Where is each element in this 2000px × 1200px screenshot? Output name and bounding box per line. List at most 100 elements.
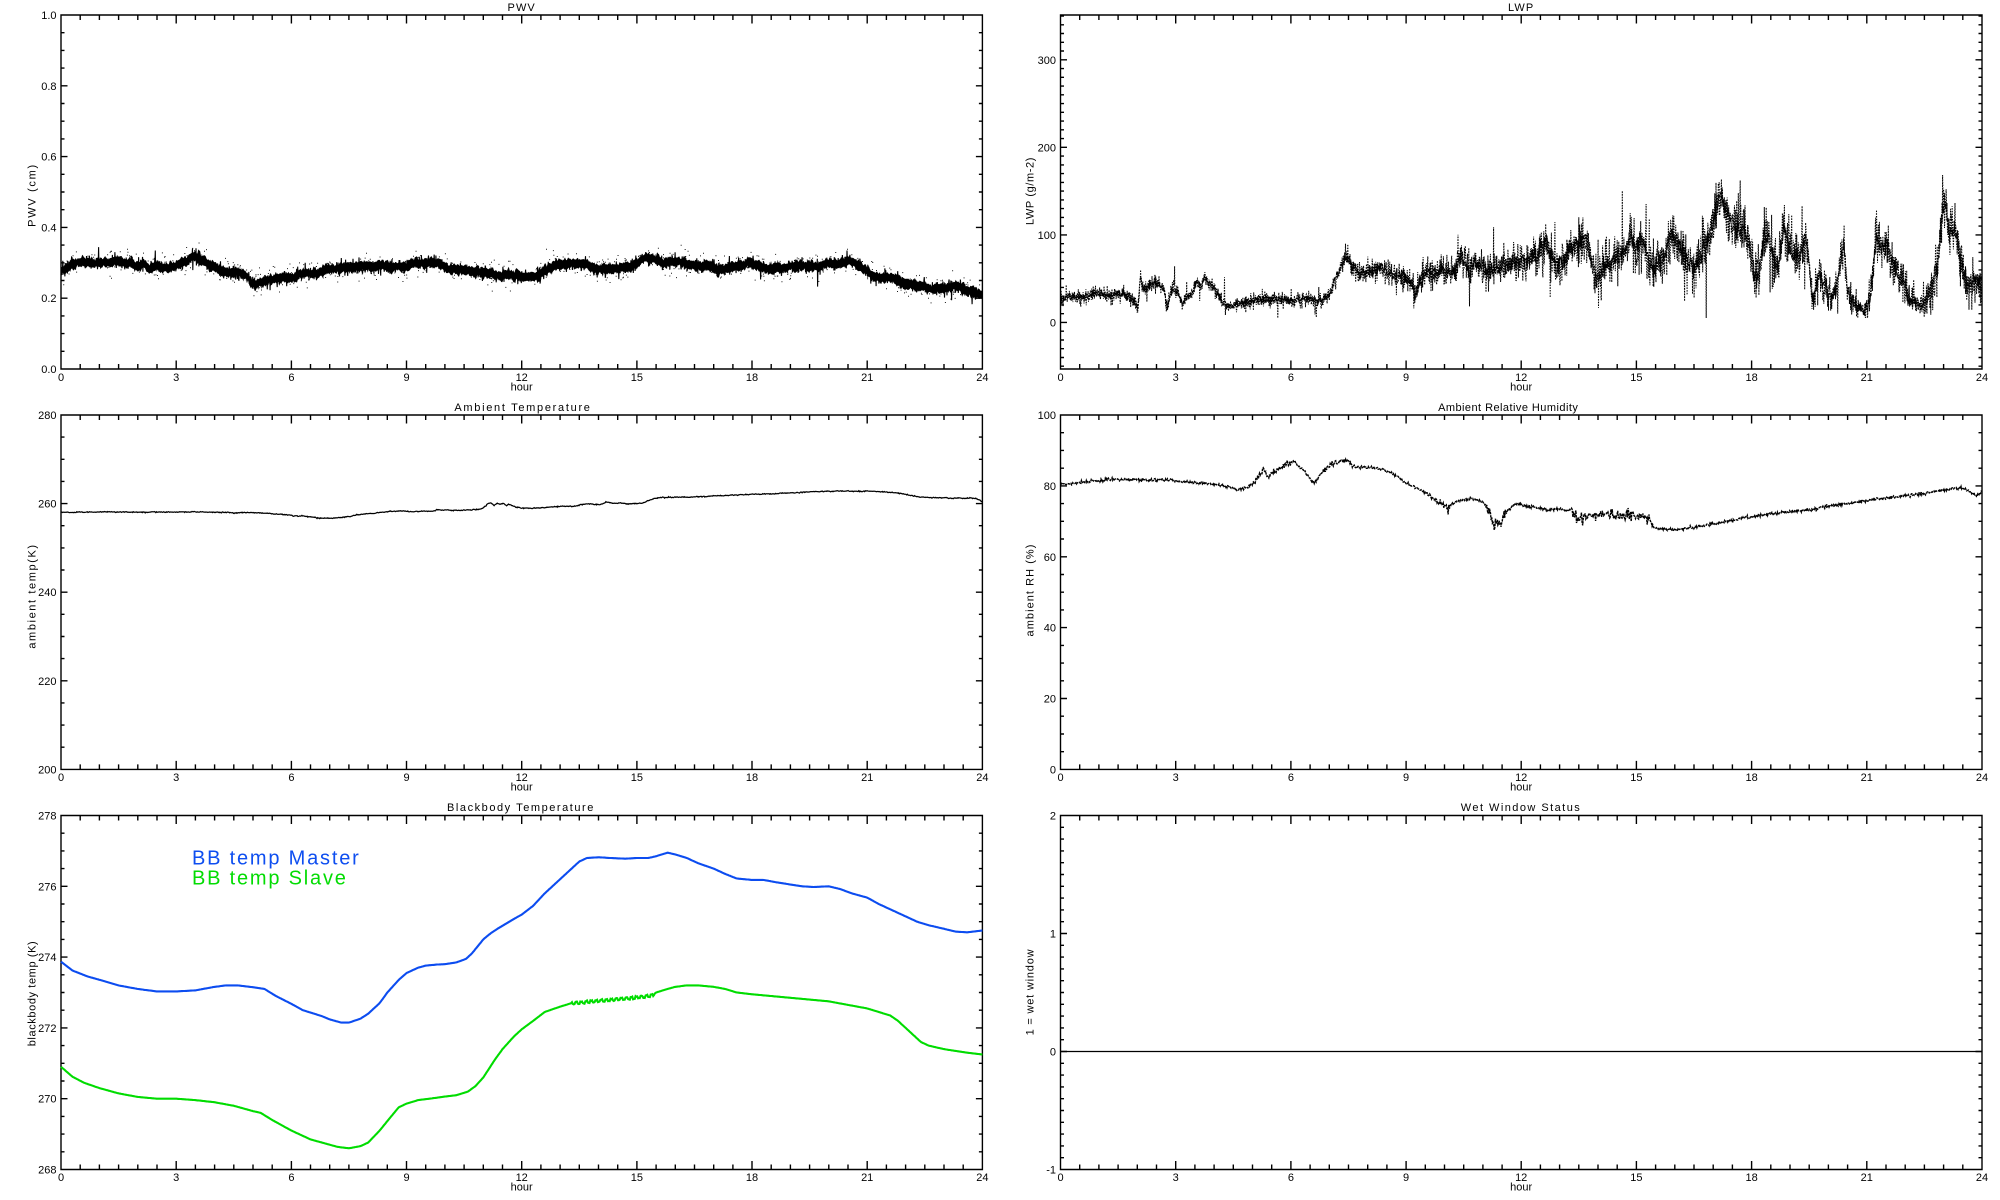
svg-text:300: 300 [1038, 55, 1056, 67]
svg-text:0: 0 [1057, 772, 1063, 784]
svg-text:21: 21 [1861, 1172, 1873, 1184]
svg-text:0: 0 [1057, 372, 1063, 384]
svg-text:Wet Window Status: Wet Window Status [1461, 802, 1581, 814]
svg-text:12: 12 [1515, 772, 1527, 784]
svg-text:0.2: 0.2 [41, 293, 56, 305]
svg-text:21: 21 [861, 1172, 873, 1184]
svg-text:24: 24 [976, 772, 988, 784]
svg-text:15: 15 [631, 372, 643, 384]
svg-text:18: 18 [746, 1172, 758, 1184]
svg-text:272: 272 [38, 1023, 56, 1035]
svg-text:9: 9 [403, 1172, 409, 1184]
svg-text:0: 0 [58, 1172, 64, 1184]
svg-text:1: 1 [1050, 929, 1056, 941]
svg-text:3: 3 [173, 772, 179, 784]
svg-text:24: 24 [976, 372, 988, 384]
svg-text:9: 9 [403, 372, 409, 384]
svg-text:6: 6 [288, 372, 294, 384]
svg-text:6: 6 [288, 772, 294, 784]
svg-text:60: 60 [1044, 552, 1056, 564]
svg-text:260: 260 [38, 499, 56, 511]
svg-text:240: 240 [38, 587, 56, 599]
svg-text:hour: hour [511, 1182, 533, 1194]
svg-text:15: 15 [631, 1172, 643, 1184]
svg-text:hour: hour [511, 782, 533, 794]
svg-text:278: 278 [38, 811, 56, 823]
svg-text:0: 0 [1050, 317, 1056, 329]
svg-text:100: 100 [1038, 410, 1056, 422]
svg-text:270: 270 [38, 1094, 56, 1106]
svg-text:ambient temp(K): ambient temp(K) [27, 543, 39, 648]
svg-text:3: 3 [173, 1172, 179, 1184]
svg-text:12: 12 [516, 1172, 528, 1184]
svg-text:220: 220 [38, 676, 56, 688]
svg-text:LWP (g/m-2): LWP (g/m-2) [1025, 157, 1037, 225]
svg-text:3: 3 [1173, 1172, 1179, 1184]
svg-text:0: 0 [1050, 764, 1056, 776]
svg-text:-1: -1 [1046, 1165, 1056, 1177]
svg-text:hour: hour [1510, 782, 1532, 794]
svg-text:PWV: PWV [508, 2, 536, 14]
svg-text:blackbody temp (K): blackbody temp (K) [27, 941, 39, 1047]
svg-text:280: 280 [38, 410, 56, 422]
svg-text:hour: hour [1510, 382, 1532, 394]
svg-text:100: 100 [1038, 230, 1056, 242]
svg-text:200: 200 [38, 764, 56, 776]
svg-text:24: 24 [976, 1172, 988, 1184]
svg-text:18: 18 [746, 372, 758, 384]
svg-text:9: 9 [1403, 372, 1409, 384]
svg-text:80: 80 [1044, 481, 1056, 493]
svg-text:0: 0 [1057, 1172, 1063, 1184]
svg-text:3: 3 [1173, 772, 1179, 784]
svg-text:Blackbody Temperature: Blackbody Temperature [447, 802, 595, 814]
svg-text:1.0: 1.0 [41, 10, 56, 22]
svg-text:0.4: 0.4 [41, 222, 56, 234]
svg-text:21: 21 [1861, 372, 1873, 384]
svg-text:9: 9 [1403, 772, 1409, 784]
svg-text:ambient RH (%): ambient RH (%) [1025, 544, 1037, 637]
svg-text:2: 2 [1050, 811, 1056, 823]
svg-text:40: 40 [1044, 623, 1056, 635]
svg-text:12: 12 [516, 772, 528, 784]
svg-text:BB temp Slave: BB temp Slave [192, 868, 348, 890]
svg-text:6: 6 [1288, 1172, 1294, 1184]
svg-text:268: 268 [38, 1165, 56, 1177]
svg-text:hour: hour [1510, 1182, 1532, 1194]
svg-text:PWV (cm): PWV (cm) [27, 163, 39, 227]
svg-text:Ambient Relative Humidity: Ambient Relative Humidity [1438, 402, 1578, 414]
svg-text:9: 9 [403, 772, 409, 784]
svg-text:0.8: 0.8 [41, 81, 56, 93]
svg-text:12: 12 [1515, 372, 1527, 384]
svg-text:276: 276 [38, 881, 56, 893]
svg-text:0: 0 [1050, 1047, 1056, 1059]
svg-text:21: 21 [861, 372, 873, 384]
svg-text:24: 24 [1976, 772, 1988, 784]
svg-text:9: 9 [1403, 1172, 1409, 1184]
svg-text:6: 6 [1288, 372, 1294, 384]
svg-text:15: 15 [1630, 372, 1642, 384]
svg-text:24: 24 [1976, 372, 1988, 384]
svg-text:12: 12 [516, 372, 528, 384]
svg-text:200: 200 [1038, 142, 1056, 154]
svg-text:1 = wet window: 1 = wet window [1025, 949, 1037, 1036]
svg-text:0: 0 [58, 772, 64, 784]
svg-text:hour: hour [511, 382, 533, 394]
svg-text:0.6: 0.6 [41, 152, 56, 164]
svg-text:20: 20 [1044, 694, 1056, 706]
svg-text:18: 18 [1745, 772, 1757, 784]
svg-text:6: 6 [288, 1172, 294, 1184]
svg-text:0: 0 [58, 372, 64, 384]
svg-text:BB temp Master: BB temp Master [192, 848, 361, 870]
svg-text:15: 15 [1630, 772, 1642, 784]
svg-text:24: 24 [1976, 1172, 1988, 1184]
svg-text:12: 12 [1515, 1172, 1527, 1184]
svg-text:21: 21 [1861, 772, 1873, 784]
svg-text:0.0: 0.0 [41, 364, 56, 376]
svg-text:15: 15 [631, 772, 643, 784]
svg-text:15: 15 [1630, 1172, 1642, 1184]
svg-text:Ambient Temperature: Ambient Temperature [454, 402, 591, 414]
svg-text:6: 6 [1288, 772, 1294, 784]
svg-text:3: 3 [173, 372, 179, 384]
svg-text:21: 21 [861, 772, 873, 784]
svg-text:18: 18 [1745, 1172, 1757, 1184]
